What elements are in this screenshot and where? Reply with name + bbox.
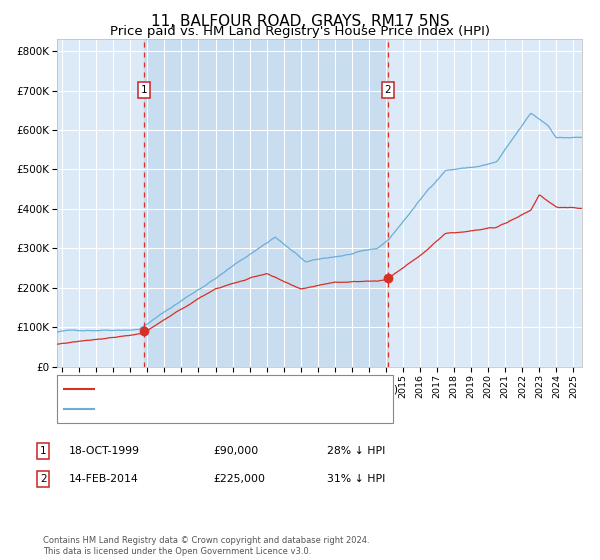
Text: 1: 1 <box>140 85 147 95</box>
Bar <box>144 39 388 367</box>
Text: 1: 1 <box>40 446 47 456</box>
Text: 31% ↓ HPI: 31% ↓ HPI <box>327 474 385 484</box>
Text: 2: 2 <box>40 474 47 484</box>
Text: 14-FEB-2014: 14-FEB-2014 <box>69 474 139 484</box>
Text: Contains HM Land Registry data © Crown copyright and database right 2024.
This d: Contains HM Land Registry data © Crown c… <box>43 536 370 556</box>
Text: £225,000: £225,000 <box>213 474 265 484</box>
Text: Price paid vs. HM Land Registry's House Price Index (HPI): Price paid vs. HM Land Registry's House … <box>110 25 490 38</box>
Text: 18-OCT-1999: 18-OCT-1999 <box>69 446 140 456</box>
Text: 11, BALFOUR ROAD, GRAYS, RM17 5NS: 11, BALFOUR ROAD, GRAYS, RM17 5NS <box>151 14 449 29</box>
Text: 11, BALFOUR ROAD, GRAYS, RM17 5NS (detached house): 11, BALFOUR ROAD, GRAYS, RM17 5NS (detac… <box>100 385 398 394</box>
Text: 28% ↓ HPI: 28% ↓ HPI <box>327 446 385 456</box>
Text: HPI: Average price, detached house, Thurrock: HPI: Average price, detached house, Thur… <box>100 404 339 414</box>
Text: 2: 2 <box>385 85 391 95</box>
Text: £90,000: £90,000 <box>213 446 258 456</box>
